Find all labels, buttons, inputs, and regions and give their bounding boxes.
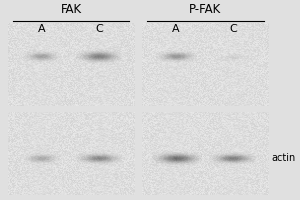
Text: C: C	[229, 24, 237, 34]
Text: actin: actin	[271, 153, 296, 163]
Text: C: C	[95, 24, 103, 34]
Text: FAK: FAK	[60, 3, 82, 16]
Text: P-FAK: P-FAK	[189, 3, 221, 16]
Text: A: A	[38, 24, 46, 34]
Text: A: A	[172, 24, 180, 34]
